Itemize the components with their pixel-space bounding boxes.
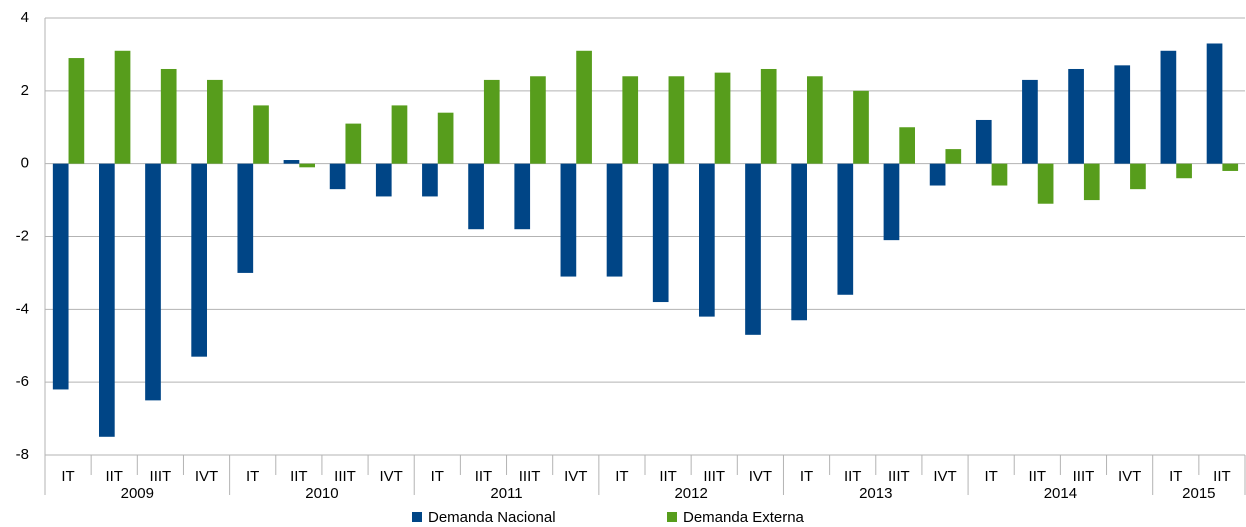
bar — [668, 76, 685, 164]
bar — [530, 76, 546, 164]
x-group-label: 2013 — [859, 485, 892, 502]
bar — [1083, 163, 1100, 201]
bar — [899, 127, 915, 164]
bar — [745, 163, 761, 335]
y-tick-label: 2 — [21, 82, 29, 99]
x-tick-label: IIIT — [703, 468, 725, 485]
bar — [114, 50, 131, 164]
x-tick-label: IT — [615, 468, 628, 485]
bar — [207, 79, 223, 164]
x-tick-label: IIT — [844, 468, 862, 485]
bar — [1160, 50, 1177, 164]
bar — [606, 163, 623, 277]
x-tick-label: IT — [431, 468, 444, 485]
bar — [391, 105, 408, 164]
bar — [1068, 68, 1084, 164]
bar — [714, 72, 731, 164]
x-tick-label: IIIT — [519, 468, 541, 485]
x-group-label: 2010 — [305, 485, 338, 502]
x-tick-label: IVT — [379, 468, 402, 485]
bar — [1022, 79, 1038, 164]
bar — [253, 105, 269, 164]
bar — [1222, 163, 1239, 171]
bar — [191, 163, 207, 357]
bar — [514, 163, 531, 230]
y-tick-label: -6 — [16, 373, 29, 390]
x-tick-label: IIT — [1213, 468, 1231, 485]
bar — [483, 79, 500, 164]
bar — [375, 163, 392, 197]
y-tick-label: -2 — [16, 227, 29, 244]
bar — [1130, 163, 1146, 190]
x-tick-label: IT — [61, 468, 74, 485]
bar — [468, 163, 484, 230]
x-tick-label: IVT — [1118, 468, 1141, 485]
bar — [52, 163, 69, 390]
x-tick-label: IT — [800, 468, 813, 485]
x-tick-label: IIIT — [150, 468, 172, 485]
x-tick-label: IVT — [195, 468, 218, 485]
x-tick-label: IT — [1169, 468, 1182, 485]
x-group-label: 2015 — [1182, 485, 1215, 502]
x-tick-label: IT — [246, 468, 259, 485]
y-tick-label: -8 — [16, 446, 29, 463]
x-tick-label: IIIT — [334, 468, 356, 485]
bar — [237, 163, 254, 273]
bar — [422, 163, 438, 197]
bar — [345, 123, 362, 164]
x-tick-label: IIT — [659, 468, 677, 485]
legend-label: Demanda Externa — [683, 509, 805, 526]
y-tick-label: -4 — [16, 300, 29, 317]
bar — [929, 163, 946, 186]
y-tick-label: 0 — [21, 155, 29, 172]
x-tick-label: IVT — [564, 468, 587, 485]
x-tick-label: IIT — [1029, 468, 1047, 485]
legend-swatch — [667, 512, 677, 522]
bar — [807, 76, 823, 164]
bar — [760, 68, 777, 164]
x-tick-label: IIIT — [1073, 468, 1095, 485]
bar — [622, 76, 639, 164]
y-tick-label: 4 — [21, 9, 29, 26]
x-tick-label: IIT — [105, 468, 123, 485]
x-tick-label: IT — [984, 468, 997, 485]
bar — [329, 163, 346, 190]
bar — [699, 163, 715, 317]
x-group-label: 2009 — [121, 485, 154, 502]
bar — [576, 50, 592, 164]
bar — [975, 119, 992, 164]
x-tick-label: IIT — [475, 468, 493, 485]
bar — [1037, 163, 1054, 204]
x-tick-label: IVT — [933, 468, 956, 485]
bar — [837, 163, 854, 295]
bar — [652, 163, 669, 303]
bar — [145, 163, 161, 401]
bar — [945, 149, 962, 164]
bar — [99, 163, 115, 437]
x-group-label: 2011 — [490, 485, 522, 502]
x-group-label: 2014 — [1044, 485, 1077, 502]
bar — [991, 163, 1008, 186]
bar — [791, 163, 807, 321]
bar — [1206, 43, 1223, 164]
bar — [1114, 65, 1131, 164]
bar — [283, 160, 300, 164]
x-tick-label: IIIT — [888, 468, 910, 485]
bar — [68, 58, 85, 164]
bar — [299, 163, 315, 168]
bar — [437, 112, 454, 164]
x-tick-label: IVT — [749, 468, 772, 485]
bar — [560, 163, 577, 277]
bar — [1176, 163, 1192, 179]
x-group-label: 2012 — [674, 485, 707, 502]
x-tick-label: IIT — [290, 468, 308, 485]
legend-label: Demanda Nacional — [428, 509, 556, 526]
legend-swatch — [412, 512, 422, 522]
bar — [883, 163, 900, 241]
bar — [853, 90, 869, 164]
bar — [160, 68, 177, 164]
